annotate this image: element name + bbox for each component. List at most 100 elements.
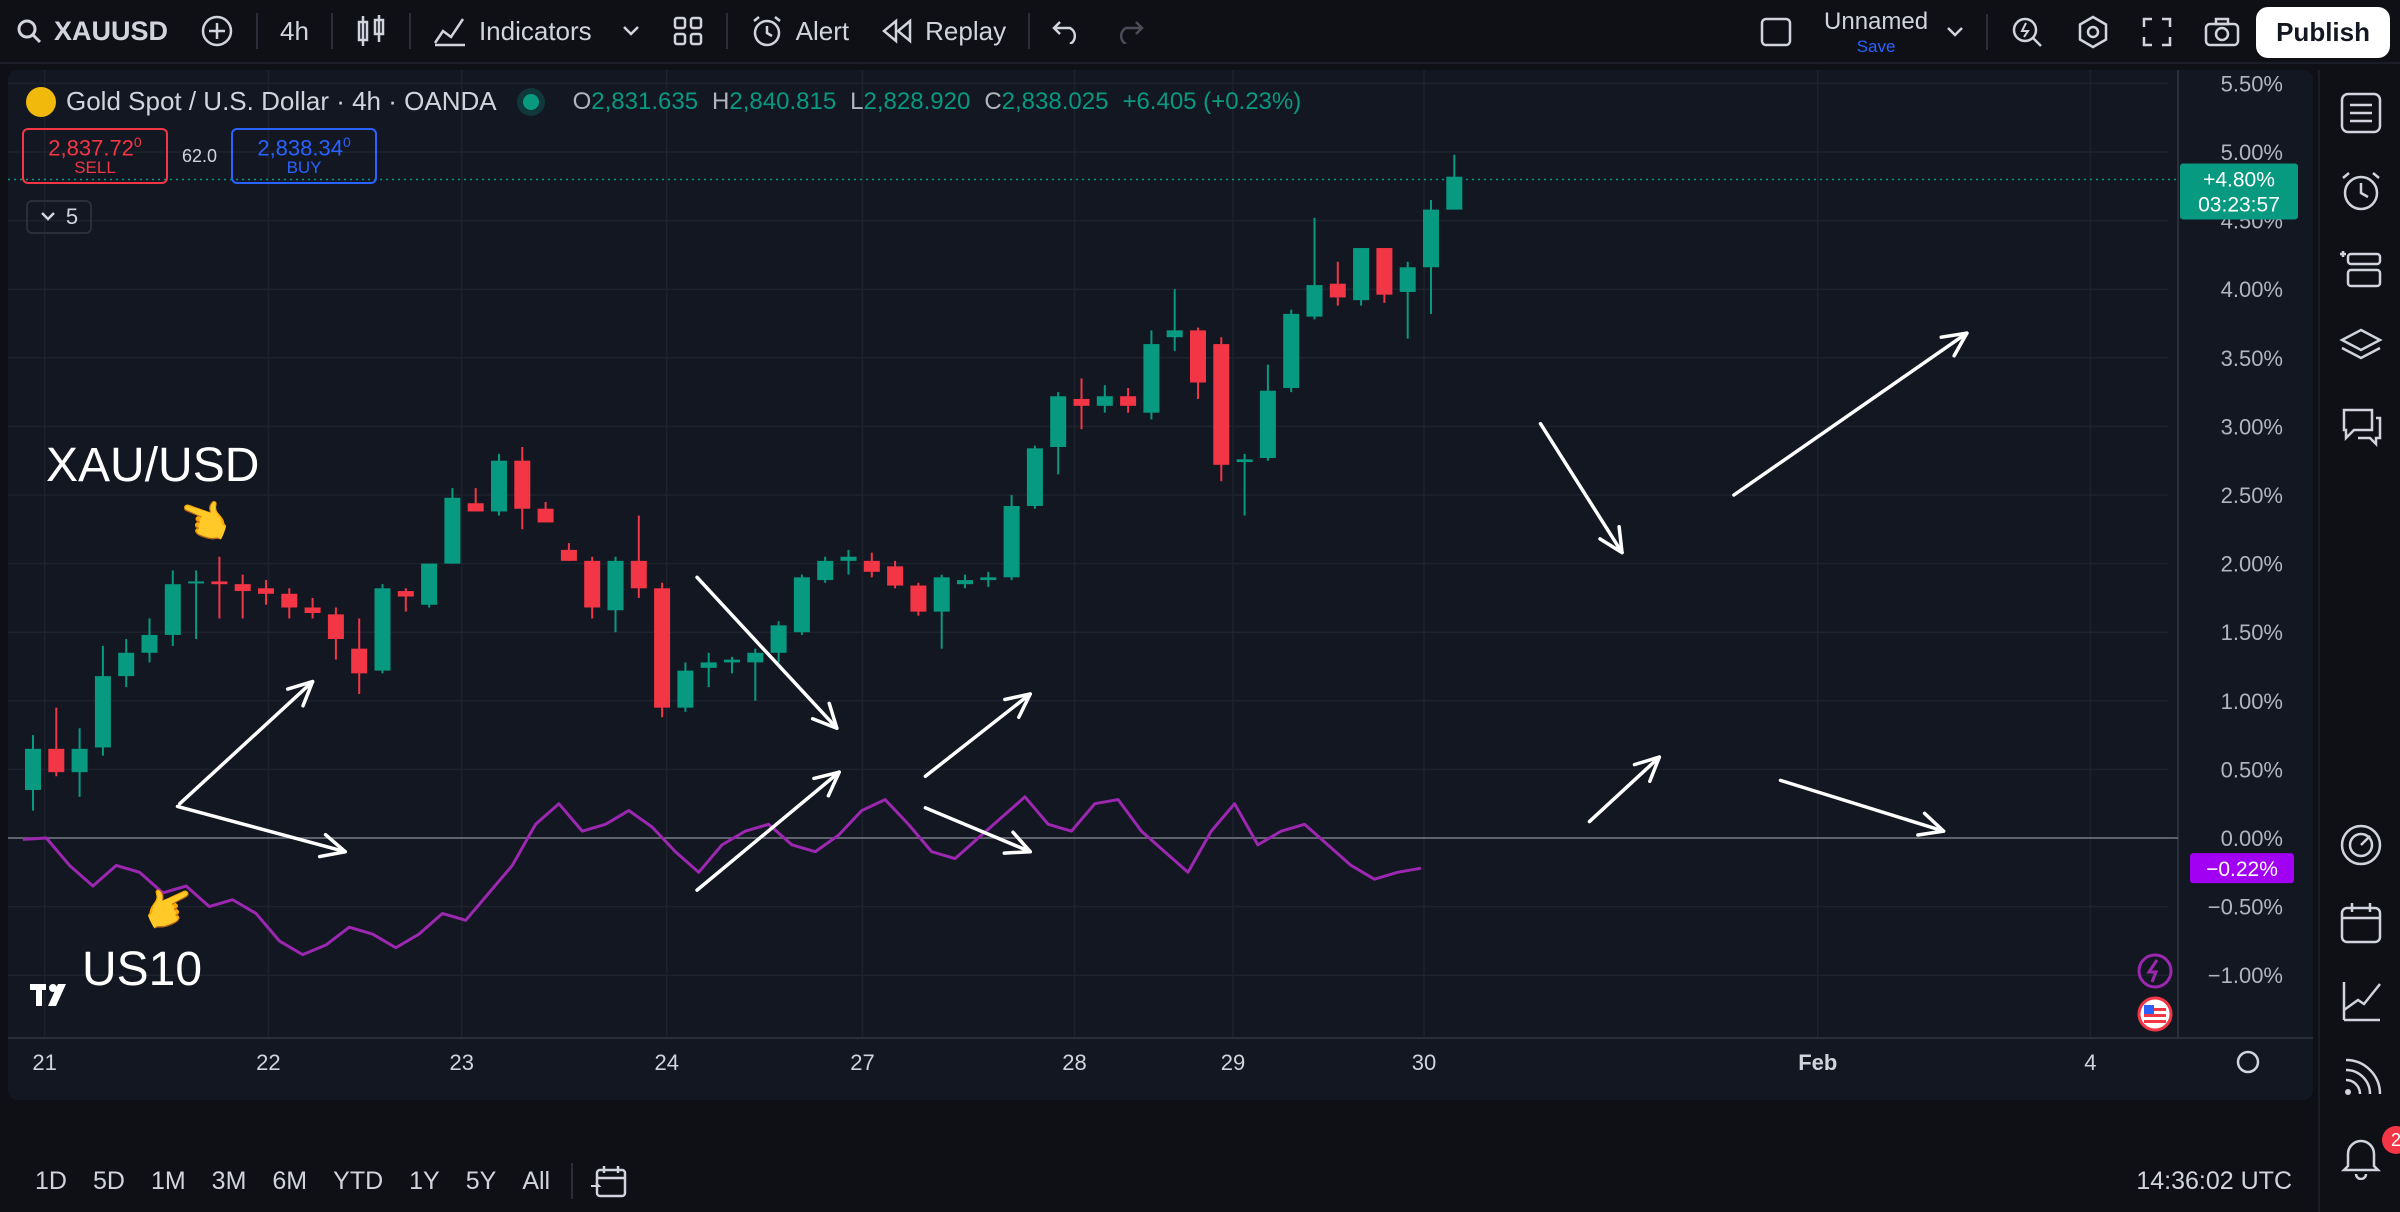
alerts-clock-icon[interactable]: [2338, 168, 2384, 214]
trend-arrow[interactable]: [1587, 755, 1662, 824]
trend-arrow[interactable]: [178, 679, 315, 806]
candle-up[interactable]: [700, 662, 717, 668]
candle-up[interactable]: [1446, 176, 1463, 210]
redo-button[interactable]: [1098, 0, 1160, 63]
range-button-1y[interactable]: 1Y: [409, 1166, 440, 1195]
range-button-ytd[interactable]: YTD: [333, 1166, 384, 1195]
candle-down[interactable]: [1376, 248, 1393, 295]
range-button-6m[interactable]: 6M: [272, 1166, 308, 1195]
candle-down[interactable]: [1120, 396, 1137, 406]
interval-button[interactable]: 4h: [264, 0, 325, 63]
candle-down[interactable]: [863, 560, 880, 572]
candle-up[interactable]: [1003, 505, 1020, 578]
us10-comparison-line[interactable]: [22, 795, 1422, 957]
candle-down[interactable]: [630, 560, 647, 589]
candle-up[interactable]: [1026, 448, 1043, 506]
candle-up[interactable]: [770, 625, 787, 653]
snapshot-button[interactable]: [2188, 0, 2256, 64]
trend-arrow[interactable]: [1538, 421, 1624, 555]
settings-button[interactable]: [2060, 0, 2126, 64]
trend-arrow[interactable]: [175, 804, 347, 854]
trend-arrow[interactable]: [695, 770, 841, 892]
go-to-date-icon[interactable]: [591, 1164, 627, 1198]
layout-menu[interactable]: Unnamed Save: [1744, 0, 1980, 64]
candle-up[interactable]: [1353, 248, 1370, 301]
chart-pane[interactable]: 5.50% 5.00% 4.50% 4.00% 3.50% 3.00% 2.50% 2.00%…: [8, 70, 2313, 1100]
legend-collapse-button[interactable]: 5: [26, 200, 92, 234]
candle-down[interactable]: [887, 566, 904, 586]
undo-button[interactable]: [1036, 0, 1098, 63]
watchlist-icon[interactable]: [2338, 90, 2384, 136]
symbol-search[interactable]: XAUUSD: [0, 0, 184, 63]
candle-up[interactable]: [1259, 390, 1276, 458]
chart-type-button[interactable]: [339, 0, 403, 63]
candle-up[interactable]: [747, 652, 764, 663]
candle-up[interactable]: [71, 748, 88, 773]
range-button-3m[interactable]: 3M: [211, 1166, 247, 1195]
candle-up[interactable]: [421, 563, 438, 605]
templates-button[interactable]: [656, 0, 720, 63]
sell-button[interactable]: 2,837.720 SELL: [22, 128, 168, 184]
candle-up[interactable]: [1306, 285, 1323, 317]
candle-up[interactable]: [607, 560, 624, 611]
legend-title[interactable]: Gold Spot / U.S. Dollar · 4h · OANDA: [66, 86, 497, 116]
candle-down[interactable]: [1190, 330, 1206, 383]
indicators-button[interactable]: Indicators: [417, 0, 656, 63]
candle-up[interactable]: [25, 748, 41, 790]
buy-button[interactable]: 2,838.340 BUY: [231, 128, 378, 184]
trend-arrow[interactable]: [1732, 331, 1969, 497]
publish-button[interactable]: Publish: [2256, 6, 2390, 58]
notifications-button[interactable]: 2: [2338, 1126, 2400, 1181]
signal-icon[interactable]: [2338, 1056, 2384, 1102]
candle-down[interactable]: [654, 588, 671, 708]
candle-up[interactable]: [1423, 209, 1439, 268]
chat-icon[interactable]: [2338, 402, 2384, 448]
tradingview-logo-icon[interactable]: [30, 980, 76, 1010]
candle-up[interactable]: [1236, 459, 1253, 463]
range-button-1m[interactable]: 1M: [150, 1166, 186, 1195]
trend-arrow[interactable]: [923, 692, 1032, 779]
range-button-5d[interactable]: 5D: [92, 1166, 125, 1195]
range-button-5y[interactable]: 5Y: [465, 1166, 497, 1195]
candle-down[interactable]: [584, 560, 601, 608]
trend-line-icon[interactable]: [2338, 978, 2384, 1024]
candle-up[interactable]: [374, 588, 391, 671]
candle-up[interactable]: [957, 580, 973, 585]
candle-up[interactable]: [1399, 267, 1416, 292]
candle-up[interactable]: [677, 670, 694, 708]
candle-up[interactable]: [491, 460, 507, 512]
candle-down[interactable]: [560, 549, 577, 561]
candle-up[interactable]: [840, 556, 857, 561]
chart-settings-icon[interactable]: [2236, 1050, 2260, 1074]
range-button-all[interactable]: All: [522, 1166, 551, 1195]
candle-up[interactable]: [118, 652, 135, 677]
gauge-icon[interactable]: [2338, 822, 2384, 868]
candle-down[interactable]: [211, 581, 228, 585]
compare-symbol-button[interactable]: [184, 0, 250, 63]
candle-up[interactable]: [1050, 396, 1067, 447]
object-tree-icon[interactable]: [2338, 246, 2384, 292]
candle-down[interactable]: [304, 607, 321, 613]
candle-up[interactable]: [1096, 396, 1113, 406]
candle-down[interactable]: [397, 591, 414, 597]
alert-button[interactable]: Alert: [734, 0, 865, 63]
comparison-value-badge[interactable]: [2190, 853, 2294, 884]
candle-down[interactable]: [1213, 344, 1230, 465]
candle-up[interactable]: [1143, 344, 1160, 413]
candle-up[interactable]: [94, 676, 111, 748]
candle-up[interactable]: [188, 581, 205, 584]
calendar-icon[interactable]: [2338, 900, 2384, 946]
candle-down[interactable]: [514, 460, 531, 509]
trend-arrow[interactable]: [923, 806, 1032, 854]
candle-up[interactable]: [444, 497, 461, 564]
candle-down[interactable]: [537, 508, 554, 523]
quick-search-button[interactable]: [1994, 0, 2060, 64]
candle-up[interactable]: [817, 560, 834, 581]
last-price-badge[interactable]: [2180, 163, 2298, 220]
fullscreen-button[interactable]: [2126, 0, 2188, 64]
layers-icon[interactable]: [2338, 324, 2384, 370]
candle-down[interactable]: [1073, 398, 1090, 406]
candle-down[interactable]: [467, 503, 484, 512]
candle-up[interactable]: [980, 577, 997, 581]
candle-down[interactable]: [234, 584, 251, 592]
